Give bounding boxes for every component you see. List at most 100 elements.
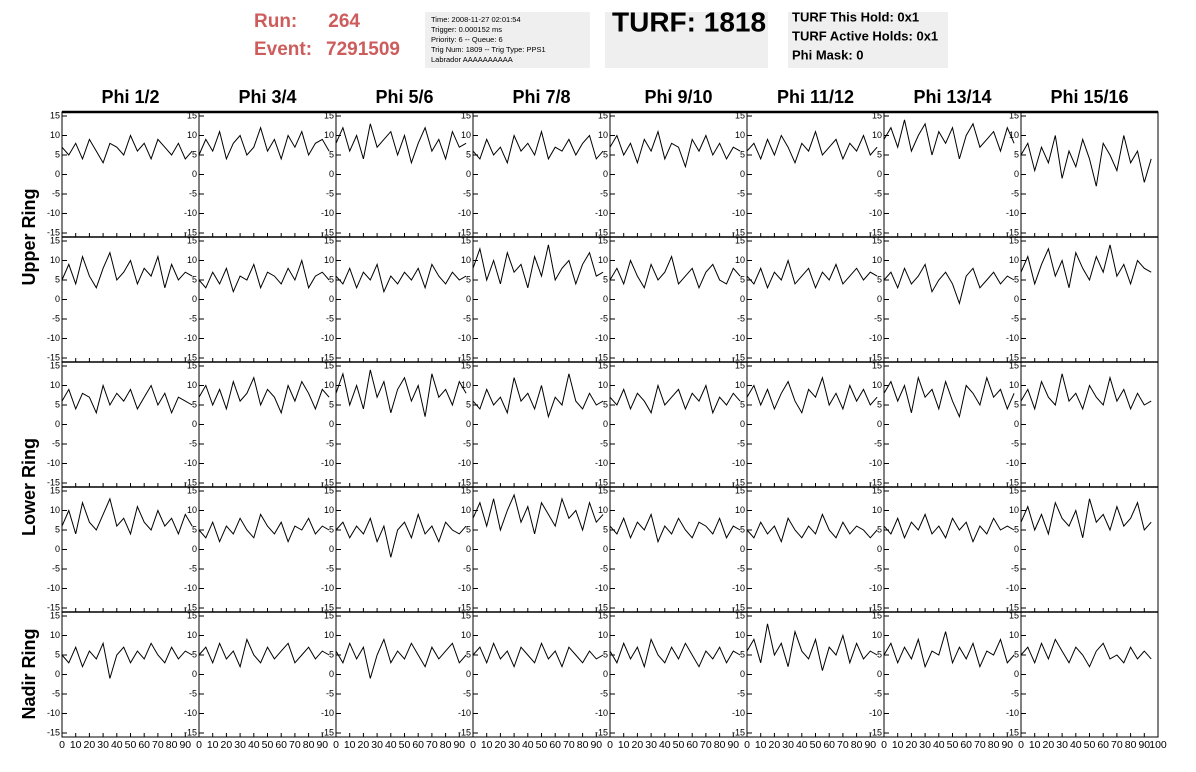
y-tick-label: -15 [732, 727, 745, 737]
y-tick-label: 15 [187, 485, 197, 495]
x-tick-label: 0 [744, 739, 750, 751]
x-tick-label: 10 [755, 739, 767, 751]
x-tick-label: 20 [221, 739, 233, 751]
x-tick-label: 80 [577, 739, 589, 751]
y-tick-label: 5 [466, 399, 471, 409]
waveform [746, 513, 878, 544]
y-tick-label: 0 [55, 169, 60, 179]
panel-frame [472, 236, 611, 363]
x-tick-label: 70 [1111, 739, 1123, 751]
y-tick-label: 5 [55, 274, 60, 284]
waveform [1020, 135, 1152, 187]
x-tick-label: 0 [333, 739, 339, 751]
y-tick-label: -5 [600, 563, 608, 573]
panel-frame [472, 486, 611, 613]
waveform [609, 255, 741, 290]
y-tick-label: -5 [874, 438, 882, 448]
y-tick-label: 0 [466, 169, 471, 179]
waveform [198, 637, 330, 669]
waveform [609, 383, 741, 415]
y-tick-label: -5 [189, 563, 197, 573]
x-tick-label: 60 [412, 739, 424, 751]
y-tick-label: -10 [732, 708, 745, 718]
y-tick-label: 5 [192, 274, 197, 284]
y-tick-label: 0 [877, 169, 882, 179]
panel-frame [609, 611, 748, 738]
panel-frame [472, 611, 611, 738]
y-tick-label: 10 [735, 130, 745, 140]
y-tick-label: 5 [877, 149, 882, 159]
y-tick-label: 10 [461, 380, 471, 390]
waveform [472, 493, 604, 535]
y-tick-label: 15 [324, 235, 334, 245]
event-number: 7291509 [326, 39, 400, 60]
waveform [472, 129, 604, 165]
y-tick-label: 15 [735, 485, 745, 495]
y-tick-label: 15 [735, 610, 745, 620]
y-tick-label: 5 [192, 149, 197, 159]
x-tick-label: 60 [1097, 739, 1109, 751]
y-tick-label: -15 [595, 352, 608, 362]
y-tick-label: -15 [458, 352, 471, 362]
x-tick-label: 40 [385, 739, 397, 751]
y-tick-label: 5 [877, 274, 882, 284]
waveform [746, 375, 878, 415]
y-tick-label: -5 [874, 313, 882, 323]
y-tick-label: -10 [595, 708, 608, 718]
y-tick-label: 0 [55, 419, 60, 429]
y-tick-label: 15 [735, 235, 745, 245]
y-tick-label: -15 [595, 227, 608, 237]
y-tick-label: -15 [595, 727, 608, 737]
y-tick-label: 15 [461, 360, 471, 370]
y-tick-label: -15 [1006, 227, 1019, 237]
y-tick-label: 0 [192, 169, 197, 179]
y-tick-label: 15 [598, 360, 608, 370]
x-tick-label: 80 [988, 739, 1000, 751]
panel-frame [1020, 611, 1159, 738]
y-tick-label: -15 [47, 477, 60, 487]
y-tick-label: -10 [321, 708, 334, 718]
info-line: Time: 2008-11-27 02:01:54 [431, 15, 521, 24]
waveform [335, 637, 467, 679]
y-tick-label: 5 [740, 274, 745, 284]
waveform [335, 123, 467, 165]
y-tick-label: -5 [463, 188, 471, 198]
column-title: Phi 9/10 [644, 87, 712, 107]
event-label: Event: [254, 39, 312, 60]
y-tick-label: 10 [461, 130, 471, 140]
y-tick-label: 5 [329, 524, 334, 534]
info-line: Priority: 6 -- Queue: 6 [431, 35, 503, 44]
y-tick-label: 5 [55, 149, 60, 159]
y-tick-label: 0 [329, 669, 334, 679]
y-tick-label: 0 [329, 169, 334, 179]
y-tick-label: -10 [1006, 458, 1019, 468]
row-label: Lower Ring [19, 438, 39, 536]
panel-frame [883, 361, 1022, 488]
y-tick-label: -5 [600, 313, 608, 323]
y-tick-label: 10 [598, 380, 608, 390]
y-tick-label: -10 [595, 333, 608, 343]
x-tick-label: 30 [97, 739, 109, 751]
x-tick-label: 90 [1001, 739, 1013, 751]
y-tick-label: 0 [740, 294, 745, 304]
x-tick-label: 30 [234, 739, 246, 751]
y-tick-label: -15 [184, 352, 197, 362]
y-tick-label: -5 [737, 563, 745, 573]
waveform [472, 244, 604, 288]
y-tick-label: -15 [869, 477, 882, 487]
waveform [61, 383, 193, 415]
y-tick-label: 10 [324, 130, 334, 140]
waveform [746, 623, 878, 671]
y-tick-label: 15 [1009, 610, 1019, 620]
y-tick-label: -15 [47, 727, 60, 737]
y-tick-label: 15 [324, 485, 334, 495]
y-tick-label: -10 [47, 583, 60, 593]
y-tick-label: 5 [1014, 524, 1019, 534]
y-tick-label: 5 [466, 274, 471, 284]
column-title: Phi 3/4 [238, 87, 296, 107]
x-tick-label: 20 [906, 739, 918, 751]
waveform [61, 251, 193, 289]
y-tick-label: -15 [184, 227, 197, 237]
turf-info-line: TURF Active Holds: 0x1 [792, 28, 938, 43]
